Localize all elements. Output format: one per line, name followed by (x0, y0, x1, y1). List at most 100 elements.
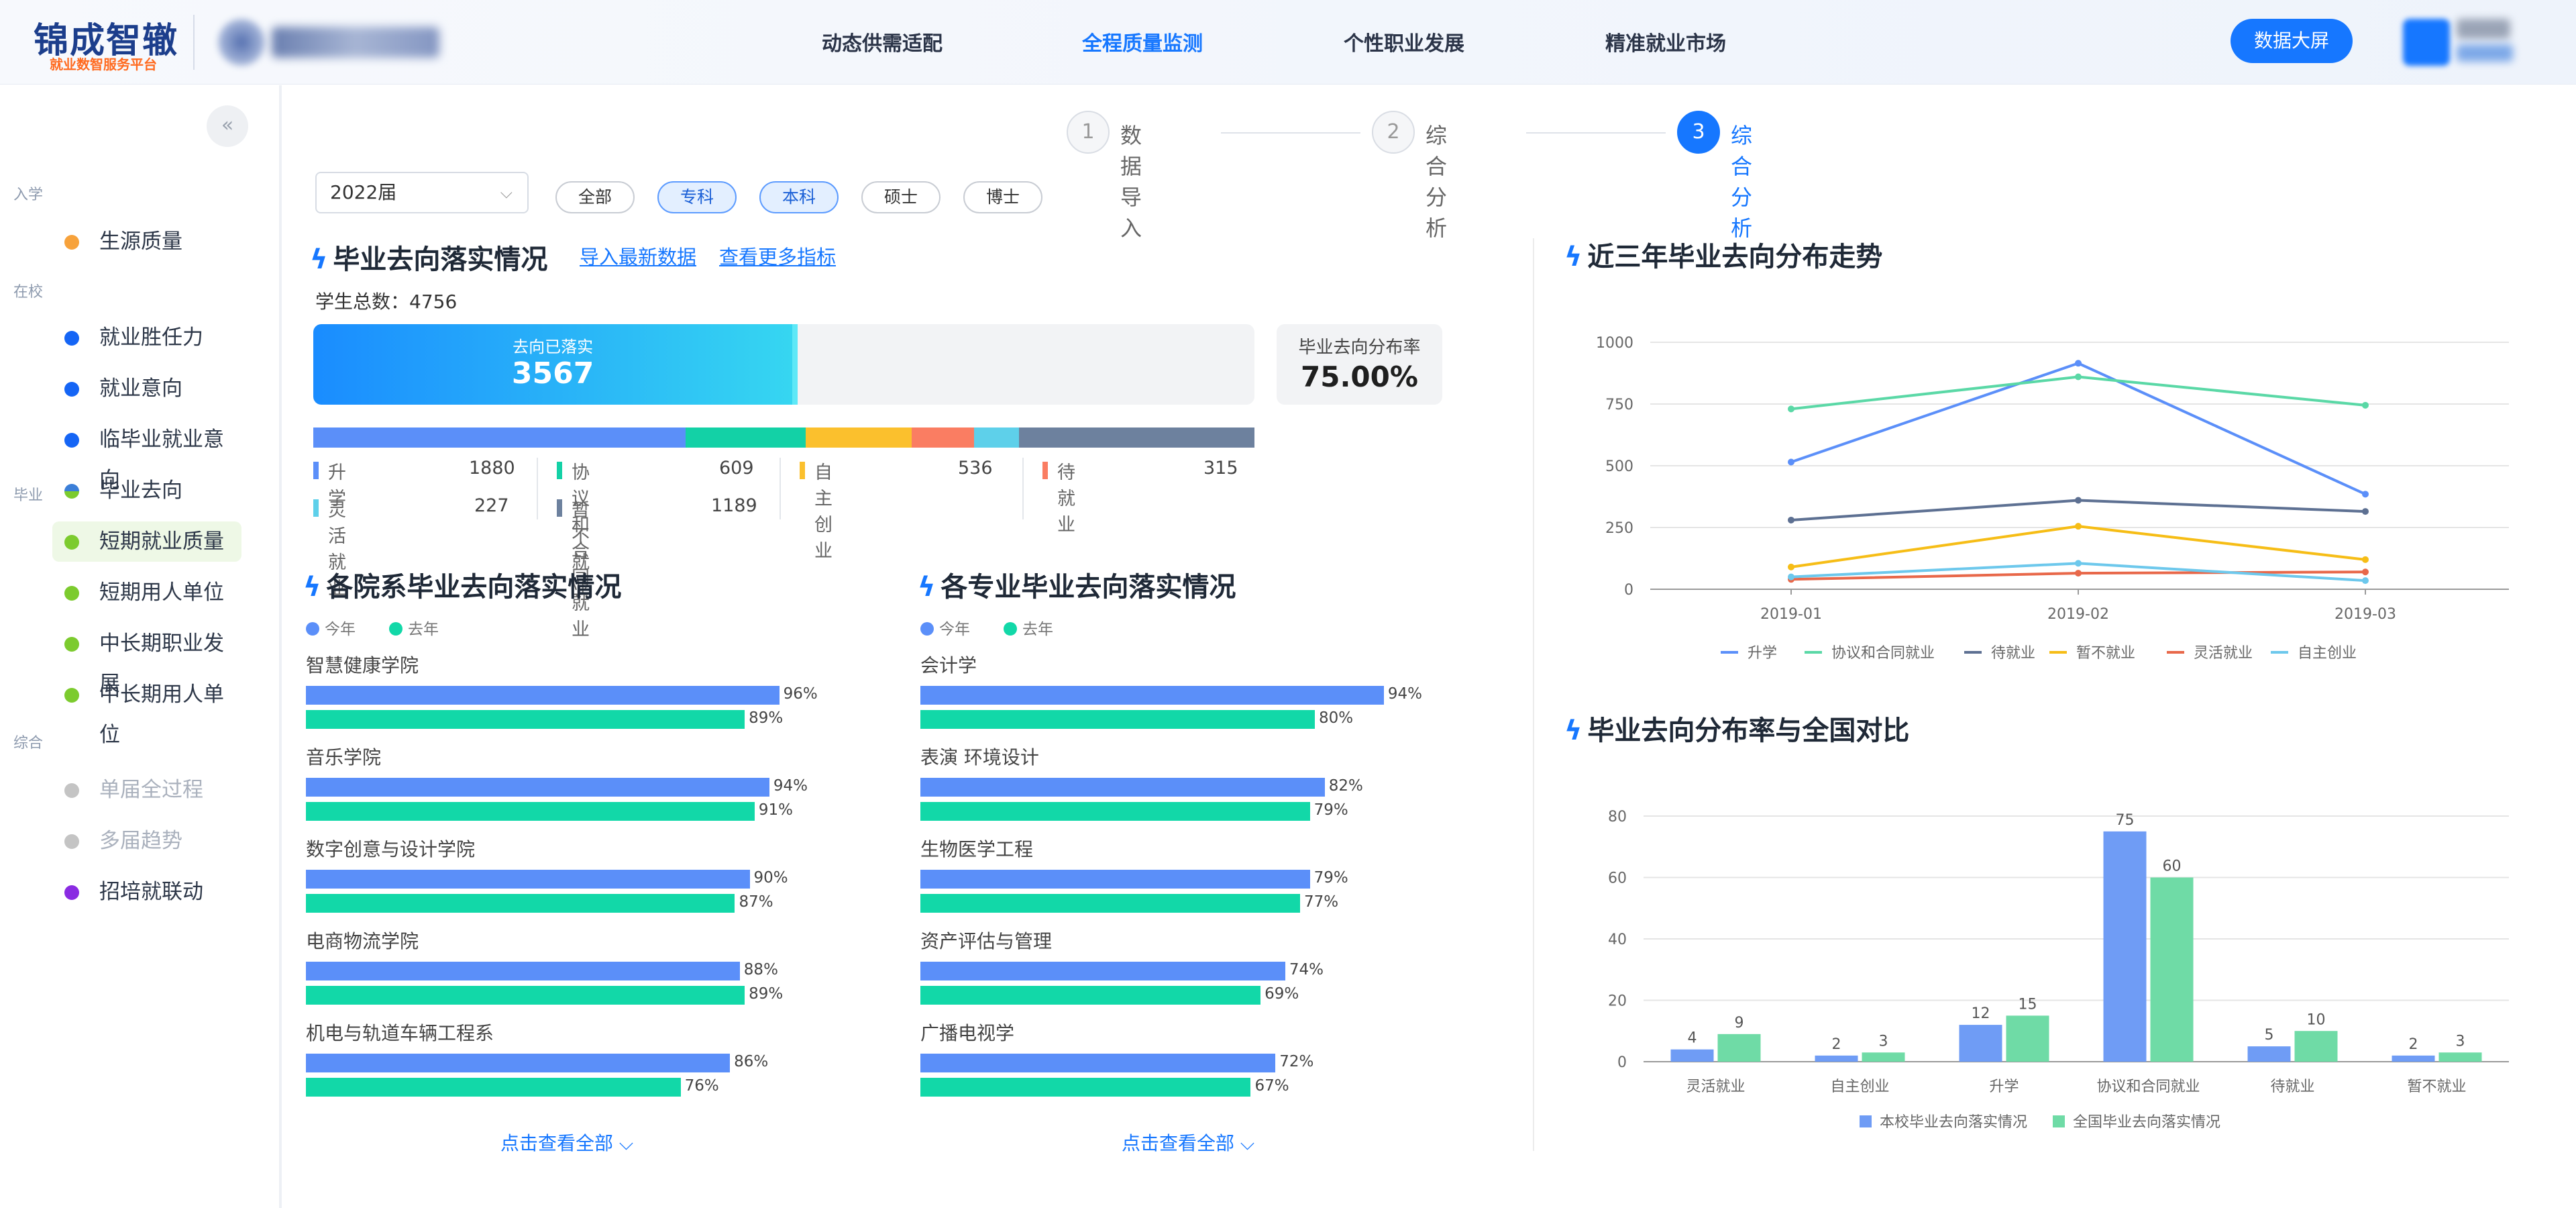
legend-value: 315 (1203, 458, 1238, 479)
bar-value-label: 88% (743, 961, 778, 978)
bar-value-label: 90% (753, 869, 788, 887)
header-divider (193, 15, 195, 70)
top-header: 锦成智辙 就业数智服务平台 动态供需适配 全程质量监测 个性职业发展 精准就业市… (0, 0, 2576, 85)
legend-divider (780, 458, 781, 519)
sidebar-item-source-quality[interactable]: 生源质量 (52, 221, 241, 262)
nav-quality-monitoring[interactable]: 全程质量监测 (1082, 32, 1203, 56)
legend-label: 本校毕业去向落实情况 (1880, 1114, 2027, 1131)
bar-value-label: 15 (2019, 996, 2037, 1013)
bar-this-year (920, 962, 1285, 980)
sidebar-item-label: 招培就联动 (99, 880, 203, 904)
step-2-label[interactable]: 综合分析 (1426, 123, 1448, 241)
data-point (2362, 401, 2369, 409)
user-avatar[interactable] (2403, 19, 2450, 66)
school-logo-icon (218, 19, 265, 66)
sidebar-item-single-cohort[interactable]: 单届全过程 (52, 770, 241, 810)
data-point (2362, 508, 2369, 515)
cohort-select[interactable]: 2022届 ⌵ (315, 172, 529, 213)
data-screen-button[interactable]: 数据大屏 (2231, 19, 2353, 63)
student-total-label: 学生总数： (315, 291, 410, 313)
sidebar-item-competency[interactable]: 就业胜任力 (52, 317, 241, 358)
legend-label: 自主创业 (2298, 645, 2357, 662)
bar-this-year (306, 778, 769, 797)
lightning-icon: ϟ (1564, 242, 1582, 272)
bar (1670, 1049, 1714, 1062)
sidebar-item-long-term-employer[interactable]: 中长期用人单位 (52, 674, 241, 747)
data-point (2362, 577, 2369, 585)
dept-legend-last-year: 去年 (389, 616, 439, 639)
more-indicators-link[interactable]: 查看更多指标 (719, 246, 837, 268)
chevron-down-icon: ⌵ (500, 183, 513, 202)
data-point (1788, 458, 1794, 466)
chevron-down-icon: ⌵ (1240, 1132, 1255, 1154)
sidebar-item-long-term-career[interactable]: 中长期职业发展 (52, 623, 241, 696)
dept-title: ϟ 各院系毕业去向落实情况 (303, 565, 621, 604)
sidebar-item-recruit-train-employ[interactable]: 招培就联动 (52, 872, 241, 912)
step-1-circle[interactable]: 1 (1067, 111, 1110, 154)
x-tick-label: 暂不就业 (2407, 1078, 2466, 1095)
nav-dynamic-matching[interactable]: 动态供需适配 (822, 32, 943, 56)
y-tick-label: 250 (1605, 520, 1633, 537)
nav-job-market[interactable]: 精准就业市场 (1605, 32, 1726, 56)
legend-swatch (557, 499, 562, 517)
data-point (2075, 373, 2082, 381)
sidebar-item-destination[interactable]: 毕业去向 (52, 470, 241, 511)
sidebar-item-pre-grad-intention[interactable]: 临毕业就业意向 (52, 419, 241, 492)
bar-value-label: 79% (1313, 801, 1348, 819)
degree-filter-master[interactable]: 硕士 (861, 181, 941, 213)
breakdown-segment (313, 427, 686, 448)
step-1-label[interactable]: 数据导入 (1120, 123, 1142, 241)
y-tick-label: 0 (1617, 1054, 1627, 1071)
step-3-label[interactable]: 综合分析 (1731, 123, 1753, 241)
legend-value: 227 (474, 495, 509, 516)
step-3-circle[interactable]: 3 (1677, 111, 1720, 154)
legend-label: 待就业 (1991, 645, 2035, 662)
sidebar-item-intention[interactable]: 就业意向 (52, 368, 241, 409)
degree-filter-undergraduate[interactable]: 本科 (759, 181, 839, 213)
sidebar-item-label: 短期用人单位 (99, 581, 224, 605)
status-dot-icon (64, 688, 79, 703)
data-point (2362, 491, 2369, 498)
legend-value: 536 (958, 458, 993, 479)
legend-swatch (800, 462, 805, 479)
bar-last-year (920, 1078, 1251, 1097)
status-dot-icon (64, 433, 79, 448)
status-dot-icon (64, 637, 79, 652)
degree-filter-all[interactable]: 全部 (555, 181, 635, 213)
step-2-circle[interactable]: 2 (1372, 111, 1415, 154)
cohort-select-value: 2022届 (330, 181, 397, 203)
degree-filter-doctor[interactable]: 博士 (963, 181, 1042, 213)
compare-chart-title: ϟ 毕业去向分布率与全国对比 (1564, 709, 1909, 748)
bar-value-label: 2 (2409, 1036, 2418, 1053)
sidebar-item-label: 中长期职业发展 (99, 632, 224, 696)
sidebar-item-multi-cohort[interactable]: 多届趋势 (52, 821, 241, 861)
bar (2103, 831, 2147, 1062)
legend-label: 全国毕业去向落实情况 (2073, 1114, 2220, 1131)
bar-value-label: 2 (1832, 1036, 1841, 1053)
major-view-all-link[interactable]: 点击查看全部 ⌵ (1122, 1129, 1254, 1156)
trend-chart-title: ϟ 近三年毕业去向分布走势 (1564, 235, 1882, 274)
trend-chart-title-text: 近三年毕业去向分布走势 (1587, 242, 1883, 272)
dept-view-all-link[interactable]: 点击查看全部 ⌵ (500, 1129, 633, 1156)
x-tick-label: 2019-02 (2047, 606, 2109, 623)
legend-divider (537, 458, 538, 519)
status-dot-icon (64, 331, 79, 346)
chevron-down-icon: ⌵ (619, 1132, 634, 1154)
bar-item-name: 表演 环境设计 (920, 746, 1039, 768)
nav-career-development[interactable]: 个性职业发展 (1344, 32, 1464, 56)
bar-last-year (306, 894, 735, 913)
degree-filter-junior-college[interactable]: 专科 (657, 181, 737, 213)
legend-label: 灵活就业 (328, 500, 346, 599)
y-tick-label: 40 (1608, 932, 1627, 948)
sidebar-item-short-term-quality[interactable]: 短期就业质量 (52, 521, 241, 562)
bar-value-label: 82% (1328, 777, 1363, 795)
bar-this-year (306, 1054, 731, 1072)
series-line (1790, 362, 2366, 496)
bar-item-name: 资产评估与管理 (920, 930, 1053, 952)
y-tick-label: 1000 (1596, 335, 1633, 352)
view-all-label: 点击查看全部 (500, 1132, 614, 1154)
sidebar-item-short-term-employer[interactable]: 短期用人单位 (52, 572, 241, 613)
import-data-link[interactable]: 导入最新数据 (580, 246, 697, 268)
collapse-sidebar-icon[interactable]: « (207, 105, 248, 147)
legend-label: 待就业 (1057, 462, 1075, 536)
